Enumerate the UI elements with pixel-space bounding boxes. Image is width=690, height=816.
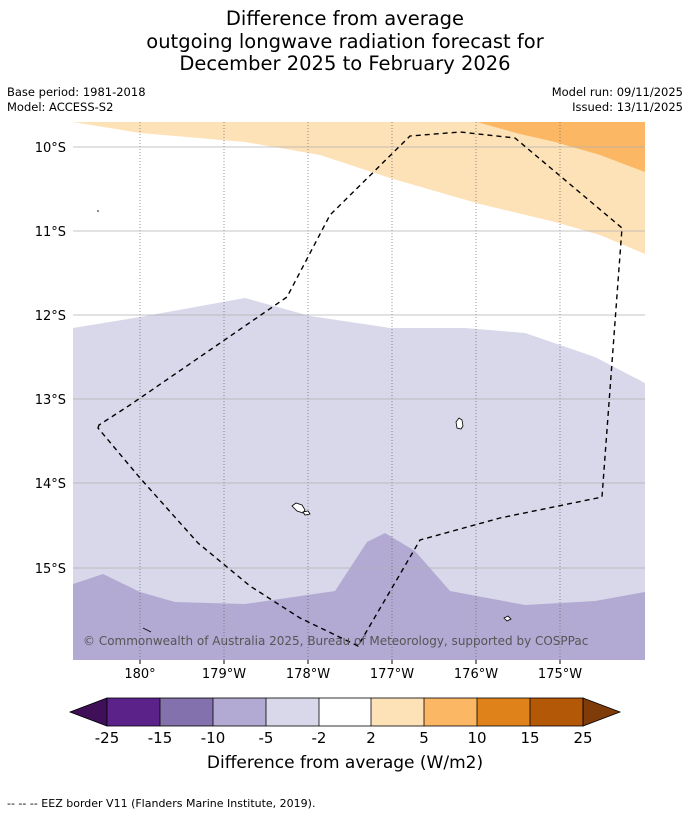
colorbar-tick: -10	[201, 729, 226, 747]
lat-labels: 10°S 11°S 12°S 13°S 14°S 15°S	[35, 141, 66, 577]
colorbar-label: Difference from average (W/m2)	[206, 753, 484, 773]
colorbar: -25 -15 -10 -5 -2 2 5 10 15 25	[68, 697, 622, 747]
colorbar-tick: -15	[148, 729, 173, 747]
colorbar-tick: -2	[312, 729, 327, 747]
colorbar-tick: 10	[467, 729, 486, 747]
lat-label: 12°S	[35, 309, 66, 324]
colorbar-tick: 25	[573, 729, 592, 747]
colorbar-segment	[213, 698, 266, 726]
meta-left: Base period: 1981-2018 Model: ACCESS-S2	[7, 85, 146, 115]
colorbar-segment	[266, 698, 319, 726]
map-area: © Commonwealth of Australia 2025, Bureau…	[73, 122, 645, 660]
title-line-1: Difference from average	[225, 7, 465, 30]
anomaly-region-medium-purple	[73, 533, 645, 660]
issued-date: Issued: 13/11/2025	[572, 100, 683, 114]
colorbar-segment	[107, 698, 160, 726]
colorbar-segment	[424, 698, 477, 726]
colorbar-tick: -5	[259, 729, 274, 747]
lon-label: 177°W	[370, 667, 414, 682]
model-name: Model: ACCESS-S2	[7, 100, 114, 114]
lat-label: 11°S	[35, 225, 66, 240]
colorbar-segment	[160, 698, 213, 726]
lat-label: 13°S	[35, 393, 66, 408]
colorbar-extend-max	[582, 697, 622, 727]
lat-label: 15°S	[35, 562, 66, 577]
island-futuna	[142, 627, 152, 633]
colorbar-tick: 15	[520, 729, 539, 747]
island-nukulaelae	[455, 417, 464, 430]
chart-title: Difference from average outgoing longwav…	[0, 7, 690, 76]
island-small-east	[503, 615, 512, 622]
lon-label: 180°	[124, 667, 155, 682]
colorbar-segment	[530, 698, 583, 726]
colorbar-segment	[371, 698, 424, 726]
lon-labels: 180° 179°W 178°W 177°W 176°W 175°W	[124, 667, 582, 682]
anomaly-region-medium-orange	[477, 122, 645, 172]
title-line-2: outgoing longwave radiation forecast for	[146, 29, 544, 53]
island-tiny-north	[97, 210, 99, 212]
lon-label: 176°W	[454, 667, 498, 682]
colorbar-segment	[477, 698, 530, 726]
title-line-3: December 2025 to February 2026	[179, 52, 511, 75]
anomaly-region-light-orange	[73, 122, 645, 254]
island-wallis	[291, 502, 306, 514]
footer-note: -- -- -- EEZ border V11 (Flanders Marine…	[7, 797, 316, 810]
colorbar-tick: 5	[419, 729, 429, 747]
parallel-gridlines	[73, 146, 645, 569]
anomaly-region-light-purple	[73, 298, 645, 660]
model-run: Model run: 09/11/2025	[551, 85, 683, 99]
copyright-text: © Commonwealth of Australia 2025, Bureau…	[83, 634, 588, 648]
meta-right: Model run: 09/11/2025 Issued: 13/11/2025	[552, 85, 683, 115]
colorbar-tick: -25	[95, 729, 120, 747]
lon-label: 175°W	[538, 667, 582, 682]
lat-label: 10°S	[35, 141, 66, 156]
colorbar-extend-min	[68, 697, 108, 727]
lon-label: 179°W	[202, 667, 246, 682]
lon-label: 178°W	[286, 667, 330, 682]
lat-label: 14°S	[35, 477, 66, 492]
colorbar-tick: 2	[366, 729, 376, 747]
island-wallis-small	[302, 510, 311, 516]
lon-tick-marks	[139, 660, 561, 664]
eez-border	[97, 131, 623, 647]
base-period: Base period: 1981-2018	[7, 85, 146, 99]
colorbar-segment	[319, 698, 371, 726]
